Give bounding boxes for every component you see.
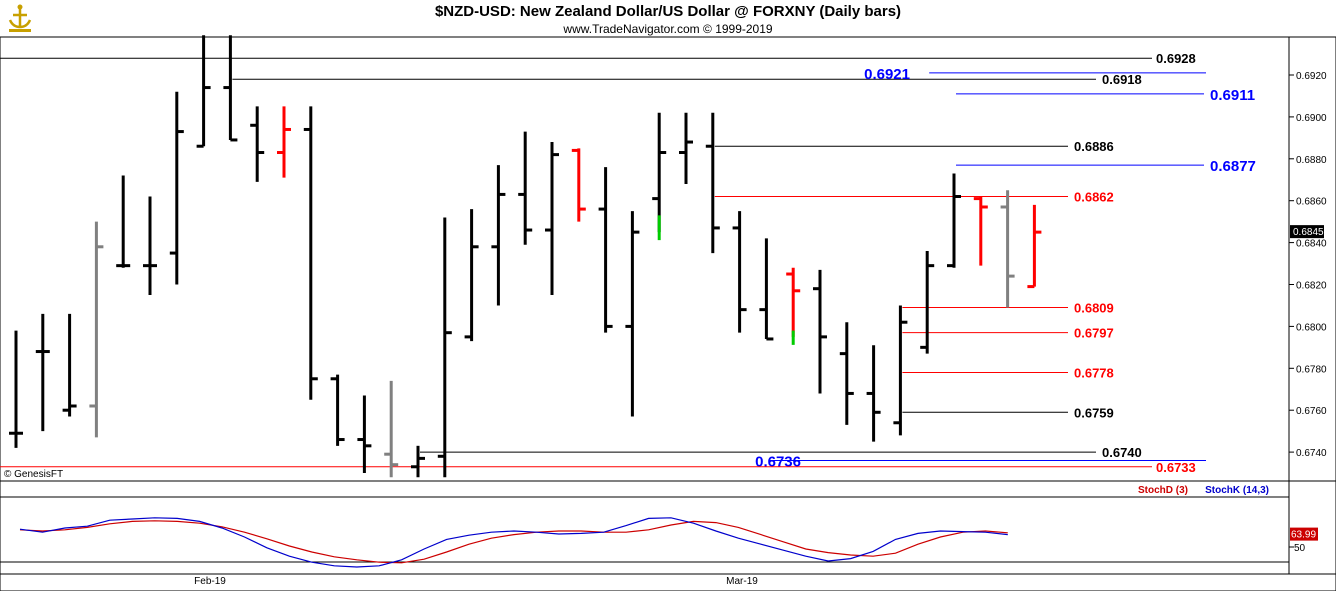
level-label: 0.6778 <box>1074 365 1114 380</box>
stochk-legend: StochK (14,3) <box>1205 485 1269 496</box>
x-tick-mar: Mar-19 <box>726 576 758 587</box>
level-label: 0.6797 <box>1074 326 1114 341</box>
stochastic-panel <box>0 480 1290 575</box>
level-label: 0.6809 <box>1074 301 1114 316</box>
level-label: 0.6921 <box>864 66 910 83</box>
y-tick-label: 0.6780 <box>1296 364 1327 375</box>
y-tick-label: 0.6860 <box>1296 197 1327 208</box>
level-label: 0.6733 <box>1156 460 1196 475</box>
y-tick-label: 0.6740 <box>1296 448 1327 459</box>
chart-subtitle: www.TradeNavigator.com © 1999-2019 <box>563 22 773 36</box>
y-tick-label: 0.6920 <box>1296 71 1327 82</box>
y-tick-label: 0.6800 <box>1296 322 1327 333</box>
copyright-label: © GenesisFT <box>4 469 63 480</box>
level-label: 0.6740 <box>1102 445 1142 460</box>
price-axis <box>1288 36 1336 482</box>
level-label: 0.6886 <box>1074 139 1114 154</box>
level-label: 0.6736 <box>755 453 801 470</box>
last-price-label: 0.6845 <box>1293 227 1324 238</box>
y-tick-label: 0.6760 <box>1296 406 1327 417</box>
level-label: 0.6759 <box>1074 405 1114 420</box>
trade-navigator-logo-icon <box>4 3 36 35</box>
price-panel <box>0 36 1290 482</box>
y-tick-label: 0.6900 <box>1296 113 1327 124</box>
x-tick-feb: Feb-19 <box>194 576 226 587</box>
level-label: 0.6918 <box>1102 72 1142 87</box>
last-price-box <box>1290 225 1324 239</box>
stoch-last-label: 63.99 <box>1291 530 1316 541</box>
y-tick-label: 0.6840 <box>1296 239 1327 250</box>
stoch-tick-label: 50 <box>1294 543 1306 554</box>
chart-header: $NZD-USD: New Zealand Dollar/US Dollar @… <box>0 0 1336 37</box>
stoch-last-box <box>1290 527 1318 541</box>
stochd-line <box>19 520 1008 564</box>
time-axis <box>0 573 1336 591</box>
y-tick-label: 0.6880 <box>1296 155 1327 166</box>
level-label: 0.6911 <box>1210 87 1255 104</box>
chart-title: $NZD-USD: New Zealand Dollar/US Dollar @… <box>434 3 902 20</box>
stochastic-axis <box>1288 480 1336 575</box>
y-tick-label: 0.6820 <box>1296 281 1327 292</box>
level-label: 0.6928 <box>1156 51 1196 66</box>
level-label: 0.6877 <box>1210 158 1256 175</box>
stochd-legend: StochD (3) <box>1138 485 1188 496</box>
stochk-line <box>19 517 1008 568</box>
level-label: 0.6862 <box>1074 190 1114 205</box>
